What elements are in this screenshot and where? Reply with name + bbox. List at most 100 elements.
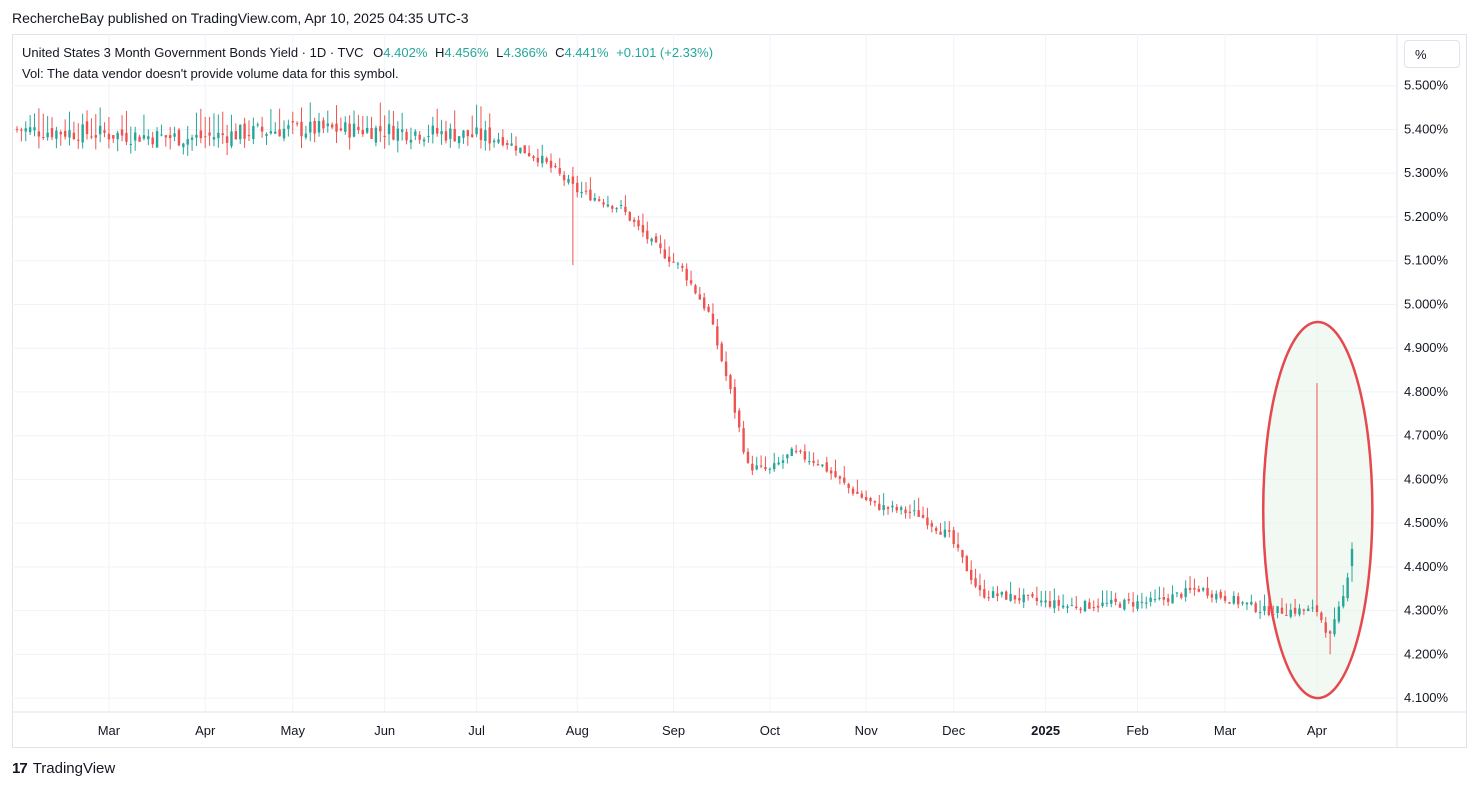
close-label: C	[555, 45, 565, 60]
candle-body	[155, 131, 159, 148]
candle-body	[541, 155, 544, 164]
candle-body	[996, 593, 999, 597]
candle-body	[781, 460, 785, 463]
candle-body	[28, 127, 32, 133]
candle-body	[466, 130, 470, 137]
candle-body	[913, 510, 916, 512]
candle-body	[943, 529, 947, 537]
candle-body	[365, 127, 369, 133]
candle-body	[786, 454, 789, 459]
candle-body	[418, 134, 421, 140]
candle-body	[825, 462, 828, 472]
candle-body	[1272, 613, 1275, 615]
candle-body	[1092, 607, 1095, 609]
candle-body	[107, 133, 111, 140]
footer-brand[interactable]: 17 TradingView	[12, 760, 115, 777]
candle-body	[856, 491, 859, 494]
candle-body	[1009, 593, 1012, 601]
change-value: +0.101 (+2.33%)	[616, 45, 714, 60]
candle-body	[991, 591, 995, 598]
candle-body	[133, 132, 137, 141]
candle-body	[33, 127, 36, 131]
x-tick-label: Jul	[468, 723, 485, 738]
candle-body	[527, 152, 531, 157]
candle-body	[81, 124, 84, 143]
y-tick-label: 4.500%	[1404, 515, 1449, 530]
candle-body	[1114, 598, 1117, 602]
candle-body	[1048, 600, 1052, 607]
candle-body	[221, 133, 224, 136]
candle-body	[961, 550, 964, 558]
y-tick-label: 4.400%	[1404, 559, 1449, 574]
candle-body	[1018, 598, 1021, 601]
y-tick-label: 5.100%	[1404, 253, 1449, 268]
candle-body	[864, 496, 868, 501]
unit-toggle-button[interactable]: %	[1404, 40, 1460, 68]
candle-body	[615, 208, 618, 210]
candle-body	[934, 528, 938, 531]
candle-body	[974, 578, 977, 587]
candle-body	[497, 139, 500, 143]
candle-body	[821, 464, 824, 467]
candle-body	[580, 191, 583, 194]
candle-body	[405, 131, 408, 141]
candle-body	[1066, 606, 1069, 608]
candle-body	[1184, 588, 1187, 597]
candle-body	[746, 451, 750, 463]
candle-body	[444, 131, 448, 141]
candle-body	[676, 263, 680, 265]
low-value: 4.366%	[503, 45, 548, 60]
candle-body	[168, 135, 172, 139]
candle-body	[230, 131, 233, 147]
candle-body	[838, 476, 842, 479]
candle-body	[759, 465, 763, 467]
x-tick-label: Dec	[942, 723, 966, 738]
candle-body	[882, 505, 885, 511]
candle-body	[479, 128, 483, 141]
candle-body	[707, 306, 710, 312]
candle-body	[304, 133, 308, 138]
x-tick-label: Mar	[1214, 723, 1237, 738]
y-tick-label: 4.600%	[1404, 471, 1449, 486]
candle-body	[908, 511, 912, 513]
candle-body	[1223, 596, 1227, 601]
candle-body	[225, 136, 229, 143]
candle-body	[1236, 596, 1240, 605]
candle-body	[589, 189, 592, 201]
candle-body	[899, 507, 903, 510]
candle-body	[1110, 599, 1113, 604]
candle-body	[68, 130, 71, 138]
candle-body	[440, 131, 443, 135]
candle-body	[549, 160, 553, 168]
candle-body	[282, 128, 286, 139]
candle-body	[427, 135, 430, 137]
candle-body	[602, 202, 605, 205]
candle-body	[352, 123, 356, 137]
candle-body	[387, 124, 391, 135]
candle-body	[1158, 597, 1161, 599]
candle-body	[1053, 600, 1056, 609]
candle-body	[20, 129, 23, 131]
candle-body	[834, 471, 837, 478]
candle-body	[777, 462, 780, 465]
candle-body	[584, 190, 588, 192]
candle-body	[449, 128, 452, 139]
candle-body	[1206, 587, 1209, 596]
candle-body	[532, 156, 535, 159]
candle-body	[177, 129, 181, 146]
candle-body	[348, 123, 351, 138]
candle-body	[330, 124, 334, 128]
candle-body	[663, 249, 667, 259]
candle-body	[37, 131, 41, 137]
y-tick-label: 4.700%	[1404, 428, 1449, 443]
candle-body	[190, 137, 194, 140]
candle-body	[129, 143, 133, 146]
candle-body	[247, 135, 251, 137]
candle-body	[545, 158, 548, 162]
candle-body	[396, 128, 400, 141]
open-value: 4.402%	[383, 45, 428, 60]
x-tick-label: Apr	[195, 723, 216, 738]
y-tick-label: 4.800%	[1404, 384, 1449, 399]
chart-canvas[interactable]: 5.500% 5.400% 5.300% 5.200% 5.100% 5.000% 4.90…	[12, 34, 1467, 748]
candle-body	[383, 135, 386, 137]
